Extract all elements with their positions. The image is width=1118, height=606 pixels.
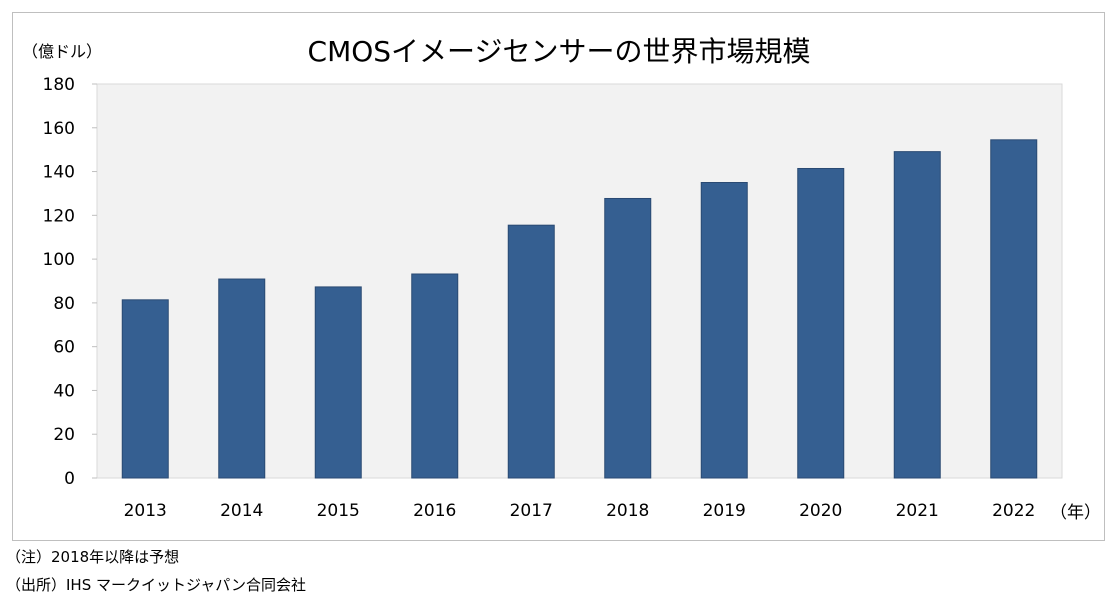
y-tick-label: 80 — [53, 294, 75, 314]
y-axis-unit: （億ドル） — [22, 42, 103, 61]
y-tick-label: 20 — [53, 425, 75, 445]
x-axis-unit: （年） — [1050, 503, 1101, 523]
y-tick-label: 60 — [53, 338, 75, 358]
chart-title: CMOSイメージセンサーの世界市場規模 — [307, 35, 811, 68]
bar-2014 — [218, 278, 266, 479]
y-tick-label: 100 — [43, 250, 75, 270]
x-tick-label: 2019 — [703, 501, 746, 521]
bar-2020 — [797, 167, 845, 479]
bar-2021 — [893, 151, 941, 479]
x-tick-label: 2016 — [413, 501, 456, 521]
bar-2017 — [507, 224, 555, 479]
y-tick-label: 140 — [43, 163, 75, 183]
x-tick-label: 2017 — [510, 501, 553, 521]
bar-2016 — [411, 273, 459, 479]
bar-2019 — [700, 182, 748, 479]
x-tick-label: 2021 — [896, 501, 939, 521]
bar-2022 — [990, 139, 1038, 479]
x-tick-label: 2014 — [220, 501, 263, 521]
note-source: （出所）IHS マークイットジャパン合同会社 — [6, 576, 306, 594]
y-tick-label: 40 — [53, 381, 75, 401]
bar-2013 — [121, 299, 169, 479]
y-tick-label: 0 — [64, 469, 75, 489]
x-tick-label: 2018 — [606, 501, 649, 521]
y-tick-label: 160 — [43, 119, 75, 139]
y-tick-label: 120 — [43, 206, 75, 226]
note-forecast: （注）2018年以降は予想 — [6, 548, 180, 566]
x-tick-label: 2020 — [799, 501, 842, 521]
x-tick-label: 2015 — [317, 501, 360, 521]
bar-2015 — [314, 286, 362, 479]
x-tick-label: 2013 — [124, 501, 167, 521]
bar-2018 — [604, 197, 652, 479]
x-tick-label: 2022 — [992, 501, 1035, 521]
y-tick-label: 180 — [43, 75, 75, 95]
